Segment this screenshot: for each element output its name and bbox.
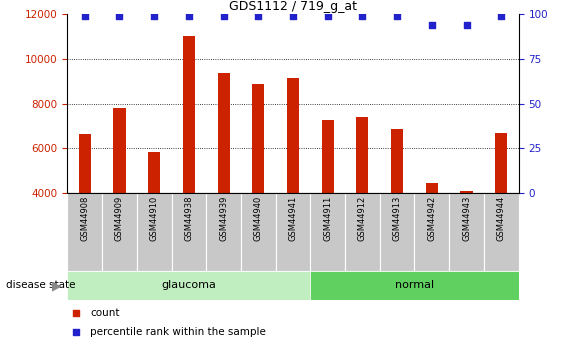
Bar bbox=[495, 132, 507, 193]
Text: percentile rank within the sample: percentile rank within the sample bbox=[90, 327, 266, 337]
Text: normal: normal bbox=[395, 280, 434, 290]
Bar bbox=[414, 193, 449, 271]
Point bbox=[427, 22, 437, 27]
Bar bbox=[79, 134, 91, 193]
Text: ▶: ▶ bbox=[52, 279, 62, 292]
Bar bbox=[252, 85, 264, 193]
Point bbox=[71, 329, 81, 335]
Bar bbox=[67, 271, 311, 300]
Bar bbox=[275, 193, 311, 271]
Point bbox=[184, 13, 193, 18]
Bar bbox=[461, 191, 473, 193]
Bar bbox=[287, 78, 299, 193]
Bar bbox=[241, 193, 275, 271]
Bar bbox=[449, 193, 484, 271]
Bar bbox=[206, 193, 241, 271]
Point bbox=[254, 13, 263, 18]
Point bbox=[462, 22, 471, 27]
Bar bbox=[322, 120, 334, 193]
Point bbox=[149, 13, 159, 18]
Bar bbox=[391, 129, 403, 193]
Bar bbox=[183, 36, 195, 193]
Point bbox=[71, 310, 81, 316]
Bar bbox=[113, 108, 125, 193]
Text: GSM44910: GSM44910 bbox=[149, 196, 159, 241]
Point bbox=[115, 13, 124, 18]
Text: GSM44912: GSM44912 bbox=[358, 196, 367, 241]
Text: disease state: disease state bbox=[6, 280, 76, 290]
Text: GSM44938: GSM44938 bbox=[185, 196, 193, 241]
Bar bbox=[217, 73, 230, 193]
Text: GSM44908: GSM44908 bbox=[80, 196, 89, 241]
Text: count: count bbox=[90, 308, 120, 318]
Point bbox=[357, 13, 367, 18]
Text: GSM44939: GSM44939 bbox=[219, 196, 228, 241]
Point bbox=[496, 13, 506, 18]
Text: GSM44941: GSM44941 bbox=[288, 196, 298, 241]
Bar bbox=[356, 117, 369, 193]
Text: GSM44942: GSM44942 bbox=[427, 196, 437, 241]
Point bbox=[80, 13, 90, 18]
Bar bbox=[172, 193, 206, 271]
Bar bbox=[311, 193, 345, 271]
Title: GDS1112 / 719_g_at: GDS1112 / 719_g_at bbox=[229, 0, 357, 13]
Bar bbox=[148, 152, 160, 193]
Text: glaucoma: glaucoma bbox=[161, 280, 216, 290]
Text: GSM44940: GSM44940 bbox=[254, 196, 263, 241]
Text: GSM44911: GSM44911 bbox=[323, 196, 332, 241]
Bar bbox=[345, 193, 380, 271]
Bar bbox=[102, 193, 137, 271]
Text: GSM44913: GSM44913 bbox=[393, 196, 401, 241]
Bar bbox=[380, 193, 414, 271]
Bar bbox=[311, 271, 519, 300]
Bar bbox=[484, 193, 519, 271]
Text: GSM44943: GSM44943 bbox=[462, 196, 471, 241]
Point bbox=[288, 13, 298, 18]
Bar bbox=[67, 193, 102, 271]
Point bbox=[393, 13, 402, 18]
Text: GSM44944: GSM44944 bbox=[497, 196, 506, 241]
Point bbox=[323, 13, 332, 18]
Text: GSM44909: GSM44909 bbox=[115, 196, 124, 241]
Point bbox=[219, 13, 229, 18]
Bar bbox=[137, 193, 172, 271]
Bar bbox=[426, 183, 438, 193]
